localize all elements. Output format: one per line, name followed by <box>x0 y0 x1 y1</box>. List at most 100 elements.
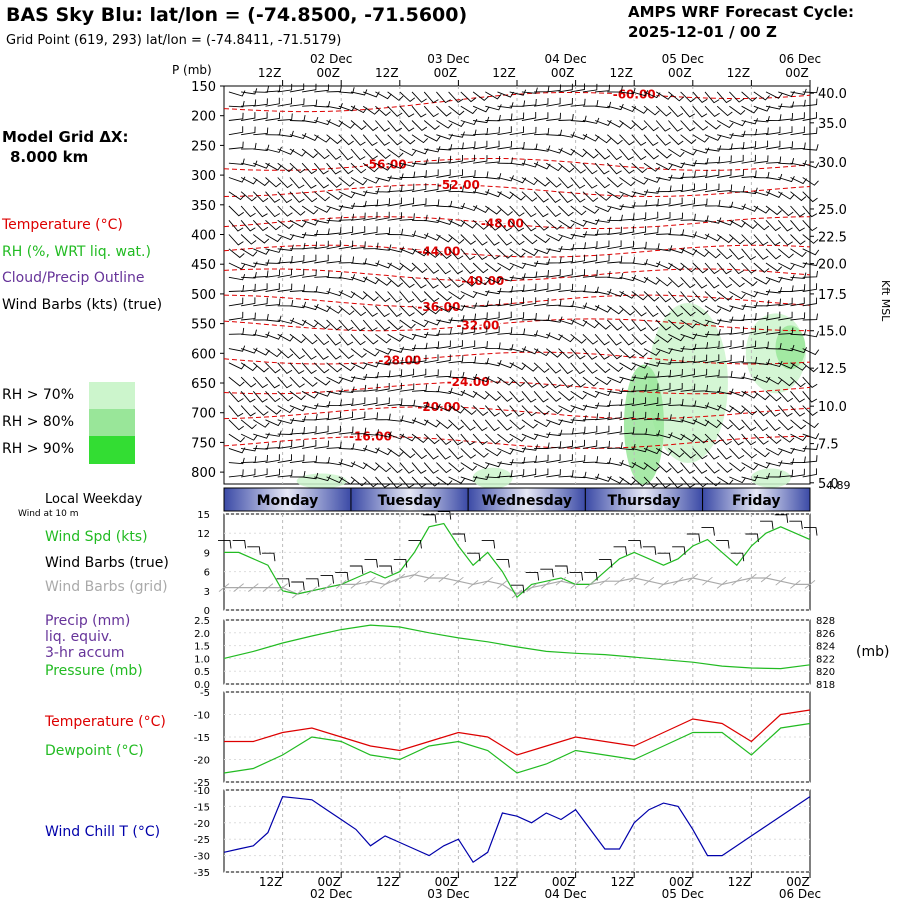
wind-barb <box>546 162 563 172</box>
wind-barb <box>704 134 722 141</box>
wind-barb-10m <box>804 527 818 536</box>
wind-barb <box>595 400 611 407</box>
temperature-contour <box>223 184 811 198</box>
wind-barb <box>350 148 366 161</box>
wind-barb <box>692 305 709 316</box>
wind-barb <box>753 115 770 123</box>
wind-barb <box>582 205 600 214</box>
wind-barb <box>485 91 502 100</box>
wind-barb <box>534 145 551 152</box>
wind-barb <box>338 226 354 235</box>
wind-panel-tick-label: 12 <box>197 529 210 540</box>
wind-barb <box>411 277 427 289</box>
wind-barb <box>338 162 354 175</box>
wind-barb <box>655 162 673 171</box>
wind-barb <box>521 362 538 372</box>
wind-barb-grid <box>731 576 743 586</box>
wind-barb <box>228 327 245 335</box>
wind-barb <box>350 362 368 370</box>
wind-barb <box>277 317 295 324</box>
wind-barb <box>534 283 549 292</box>
wind-barb <box>302 99 318 107</box>
wind-barb <box>277 333 295 342</box>
wind-barb <box>448 131 465 138</box>
wind-barb <box>521 313 537 321</box>
wind-barb <box>265 112 281 121</box>
wind-barb <box>399 462 415 474</box>
wind-barb <box>741 390 759 399</box>
wind-barb <box>582 362 598 374</box>
rh-region <box>472 467 513 489</box>
wind-barb <box>338 274 356 281</box>
wind-barb <box>692 319 710 327</box>
pressure-right-tick-label: 828 <box>816 616 835 627</box>
wind-barb-10m <box>467 552 481 562</box>
wind-barb <box>631 258 648 266</box>
wind-barb <box>375 383 390 392</box>
pressure-tick-label: 450 <box>191 258 216 273</box>
wind-barb <box>448 462 465 473</box>
wind-barb <box>460 462 477 471</box>
wind-barb-grid <box>335 580 347 589</box>
wind-barb <box>655 276 673 287</box>
wind-barb <box>741 405 758 416</box>
wind-barb <box>607 459 624 467</box>
wind-barb <box>716 120 734 129</box>
wind-barb <box>643 383 659 392</box>
wind-barb <box>423 277 439 289</box>
wind-barb <box>350 305 367 317</box>
wind-barb <box>570 83 585 93</box>
wind-barb <box>655 148 672 159</box>
wind-barb <box>289 376 305 388</box>
wind-barb <box>558 268 573 278</box>
wind-barb <box>375 348 392 355</box>
wind-barb <box>692 433 709 444</box>
wind-barb <box>289 454 305 464</box>
wind-barb <box>326 376 343 384</box>
wind-barb <box>350 333 366 346</box>
wind-barb <box>387 382 402 392</box>
wind-barb <box>790 312 806 321</box>
height-axis-title: Kft MSL <box>879 280 892 322</box>
wind-barb <box>692 198 708 207</box>
wind-barb <box>546 84 562 93</box>
wind-barb <box>643 211 659 221</box>
wind-barb <box>326 388 343 395</box>
wind-barb <box>729 219 746 228</box>
weekday-label: Friday <box>732 493 781 509</box>
wind-barb <box>253 348 270 356</box>
wind-barb <box>607 442 623 449</box>
wind-barb <box>704 105 720 117</box>
wind-barb <box>497 220 513 232</box>
wind-barb <box>289 301 307 309</box>
wind-barb <box>790 297 805 307</box>
wind-barb <box>301 403 319 410</box>
pressure-right-tick-label: 820 <box>816 667 835 678</box>
wind-barb <box>704 448 720 460</box>
wind-barb <box>350 89 368 96</box>
wind-barb <box>472 219 489 230</box>
wind-barb <box>521 391 537 403</box>
wind-barb <box>253 234 270 244</box>
wind-barb <box>546 299 562 307</box>
wind-barb <box>277 283 293 292</box>
wind-barb <box>717 201 734 208</box>
wind-barb <box>448 291 465 300</box>
date-label-top: 02 Dec <box>310 52 352 66</box>
wind-barb <box>277 162 294 173</box>
wind-barb <box>765 326 781 335</box>
wind-barb <box>521 112 537 121</box>
wind-barb <box>473 116 490 124</box>
wind-barb <box>790 142 806 150</box>
wind-barb <box>655 91 673 100</box>
wind-barb <box>704 183 720 193</box>
wind-panel-tick-label: 15 <box>197 510 210 521</box>
wind-barb <box>485 126 500 136</box>
wind-barb <box>411 368 427 378</box>
wind-barb <box>729 105 746 115</box>
wind-barb <box>802 391 818 403</box>
wind-barb <box>338 348 354 359</box>
wind-barb <box>765 191 783 198</box>
wind-barb <box>643 105 660 116</box>
wind-barb-grid <box>248 583 259 592</box>
